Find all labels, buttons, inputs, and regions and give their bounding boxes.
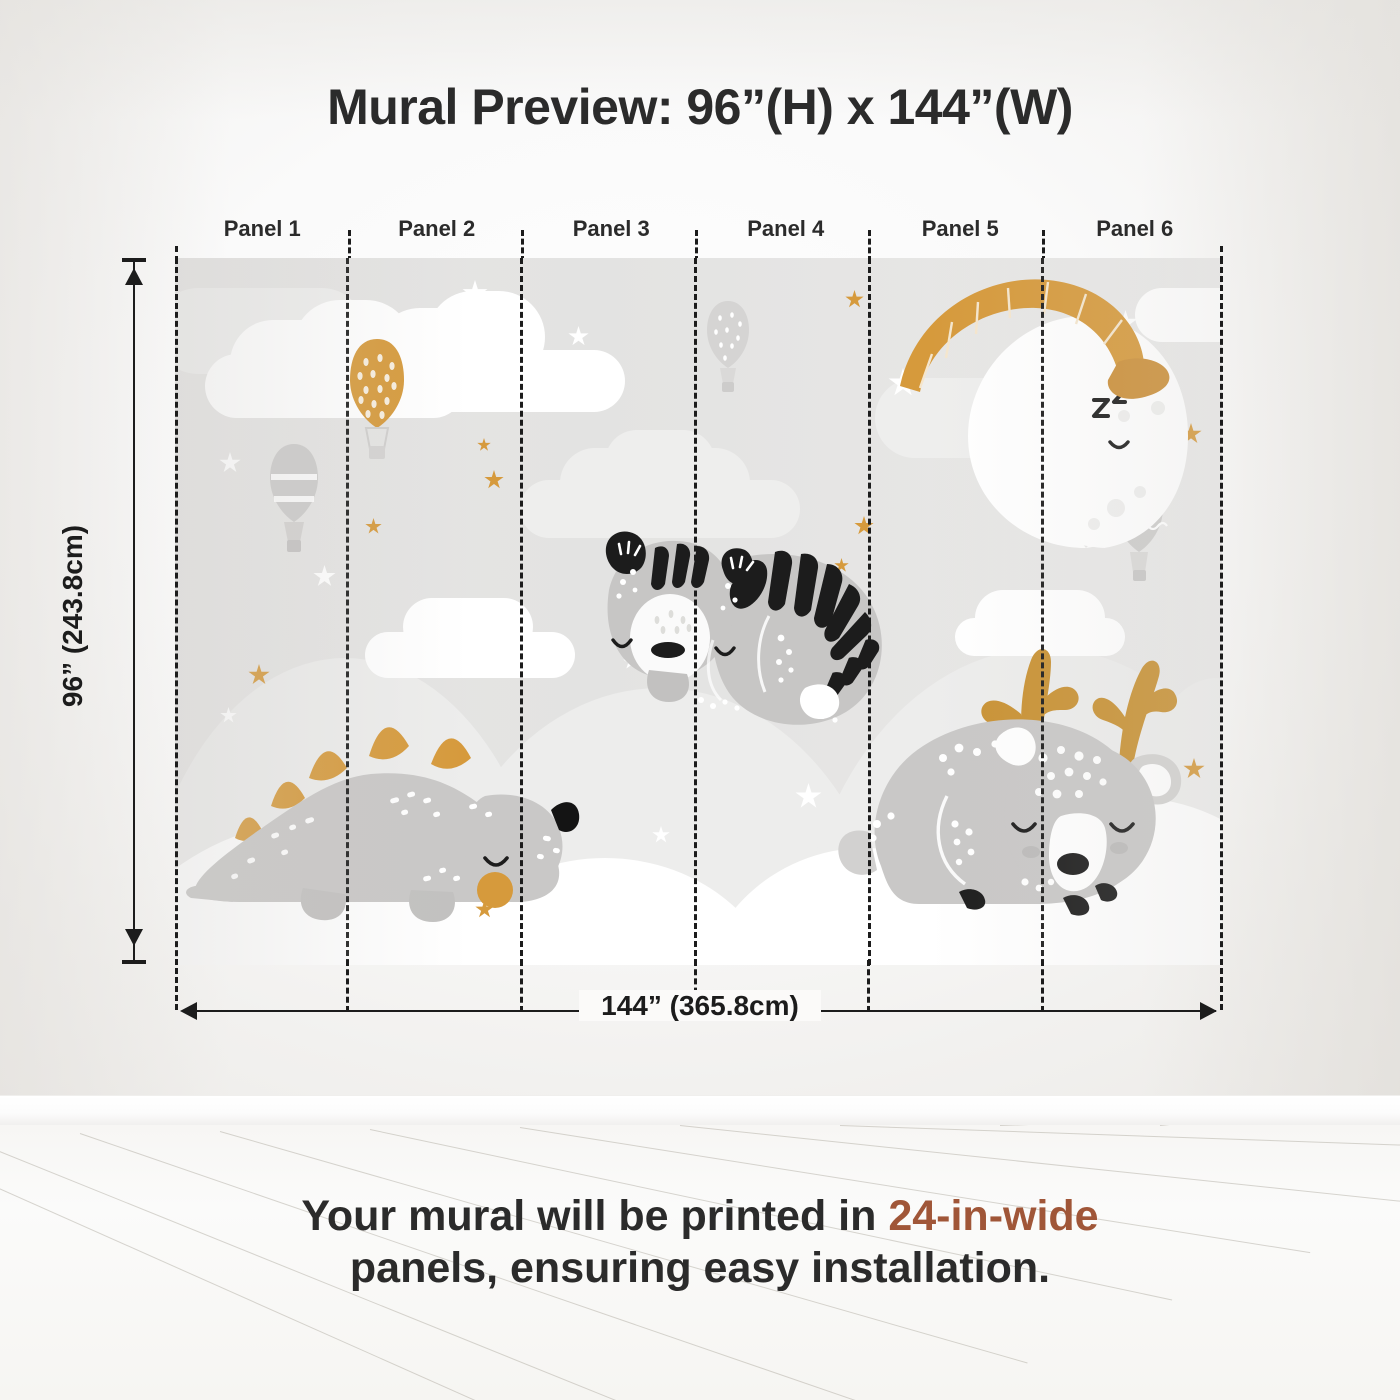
- hot-air-balloon-small-gray: [707, 301, 749, 392]
- width-arrow-left-icon: [180, 1002, 197, 1020]
- cloud-mid-left-b: [365, 632, 575, 678]
- page-title: Mural Preview: 96”(H) x 144”(W): [327, 79, 1073, 135]
- baseboard: [0, 1095, 1400, 1127]
- panel-tick-top-1: [348, 230, 351, 262]
- panel-tick-top-4: [868, 230, 871, 262]
- panel-divider-4: [868, 258, 871, 965]
- bg-cloud-mid-3: [605, 430, 715, 494]
- panel-divider-1-ext: [346, 960, 349, 1012]
- panel-divider-2-ext: [520, 960, 523, 1012]
- mural-artwork: [175, 258, 1222, 965]
- height-arrow-up-icon: [125, 268, 143, 285]
- cloud-top-mid-c: [363, 350, 625, 412]
- height-cap-top: [122, 258, 146, 262]
- floor-plank-8: [839, 1125, 1400, 1153]
- panel-tick-top-2: [521, 230, 524, 262]
- star-icon-10: [845, 290, 864, 308]
- height-dimension-label: 96” (243.8cm): [57, 524, 88, 708]
- panel-divider-5-ext: [1041, 960, 1044, 1012]
- width-arrow-right-icon: [1200, 1002, 1217, 1020]
- star-icon-4: [313, 565, 336, 586]
- floor-plank-9: [999, 1125, 1400, 1126]
- star-icon-22: [477, 438, 491, 451]
- hot-air-balloon-gold: [350, 339, 404, 459]
- hot-air-balloon-gray: [270, 444, 318, 552]
- wood-floor: [0, 1125, 1400, 1400]
- footer-caption: Your mural will be printed in 24-in-wide…: [0, 1190, 1400, 1295]
- width-dimension-label: 144” (365.8cm): [0, 990, 1400, 1022]
- wall-shadow-top: [0, 0, 1400, 120]
- star-icon-5: [365, 518, 382, 534]
- height-cap-bottom: [122, 960, 146, 964]
- mural-edge-left: [175, 258, 178, 1010]
- panel-label-2: Panel 2: [398, 216, 476, 241]
- star-icon-3: [484, 470, 504, 489]
- panel-tick-top-6: [1220, 246, 1223, 262]
- caption-line-1: Your mural will be printed in 24-in-wide: [0, 1190, 1400, 1242]
- star-icon-2: [568, 326, 589, 346]
- caption-text-before: Your mural will be printed in: [301, 1192, 889, 1240]
- panel-divider-3-ext: [694, 960, 697, 1012]
- width-dimension-text: 144” (365.8cm): [579, 990, 821, 1021]
- panel-divider-1: [346, 258, 349, 965]
- height-arrow-down-icon: [125, 929, 143, 946]
- panel-label-4: Panel 4: [747, 216, 825, 241]
- sleeping-deer: [838, 648, 1182, 916]
- sleeping-tiger: [605, 531, 882, 725]
- panel-divider-5: [1041, 258, 1044, 965]
- caption-accent-text: 24-in-wide: [888, 1192, 1099, 1240]
- panel-label-1: Panel 1: [223, 216, 301, 241]
- height-dimension-line: [133, 262, 135, 962]
- panel-divider-2: [520, 258, 523, 965]
- crescent-moon-with-nightcap: [900, 279, 1188, 548]
- panel-label-3: Panel 3: [572, 216, 650, 241]
- caption-line-2: panels, ensuring easy installation.: [349, 1244, 1051, 1293]
- panel-divider-3: [694, 258, 697, 965]
- panel-label-row: Panel 1 Panel 2 Panel 3 Panel 4 Panel 5 …: [175, 212, 1222, 246]
- panel-divider-4-ext: [867, 960, 870, 1012]
- panel-tick-top-5: [1042, 230, 1045, 262]
- star-icon-7: [219, 452, 241, 473]
- sleeping-dinosaur: [186, 727, 580, 922]
- panel-label-6: Panel 6: [1096, 216, 1174, 241]
- cloud-top-far-right: [1135, 288, 1222, 342]
- panel-label-5: Panel 5: [921, 216, 999, 241]
- floor-plank-10: [1159, 1125, 1400, 1126]
- panel-tick-top-3: [695, 230, 698, 262]
- mural-edge-right: [1220, 258, 1223, 1010]
- panel-tick-top-0: [175, 246, 178, 262]
